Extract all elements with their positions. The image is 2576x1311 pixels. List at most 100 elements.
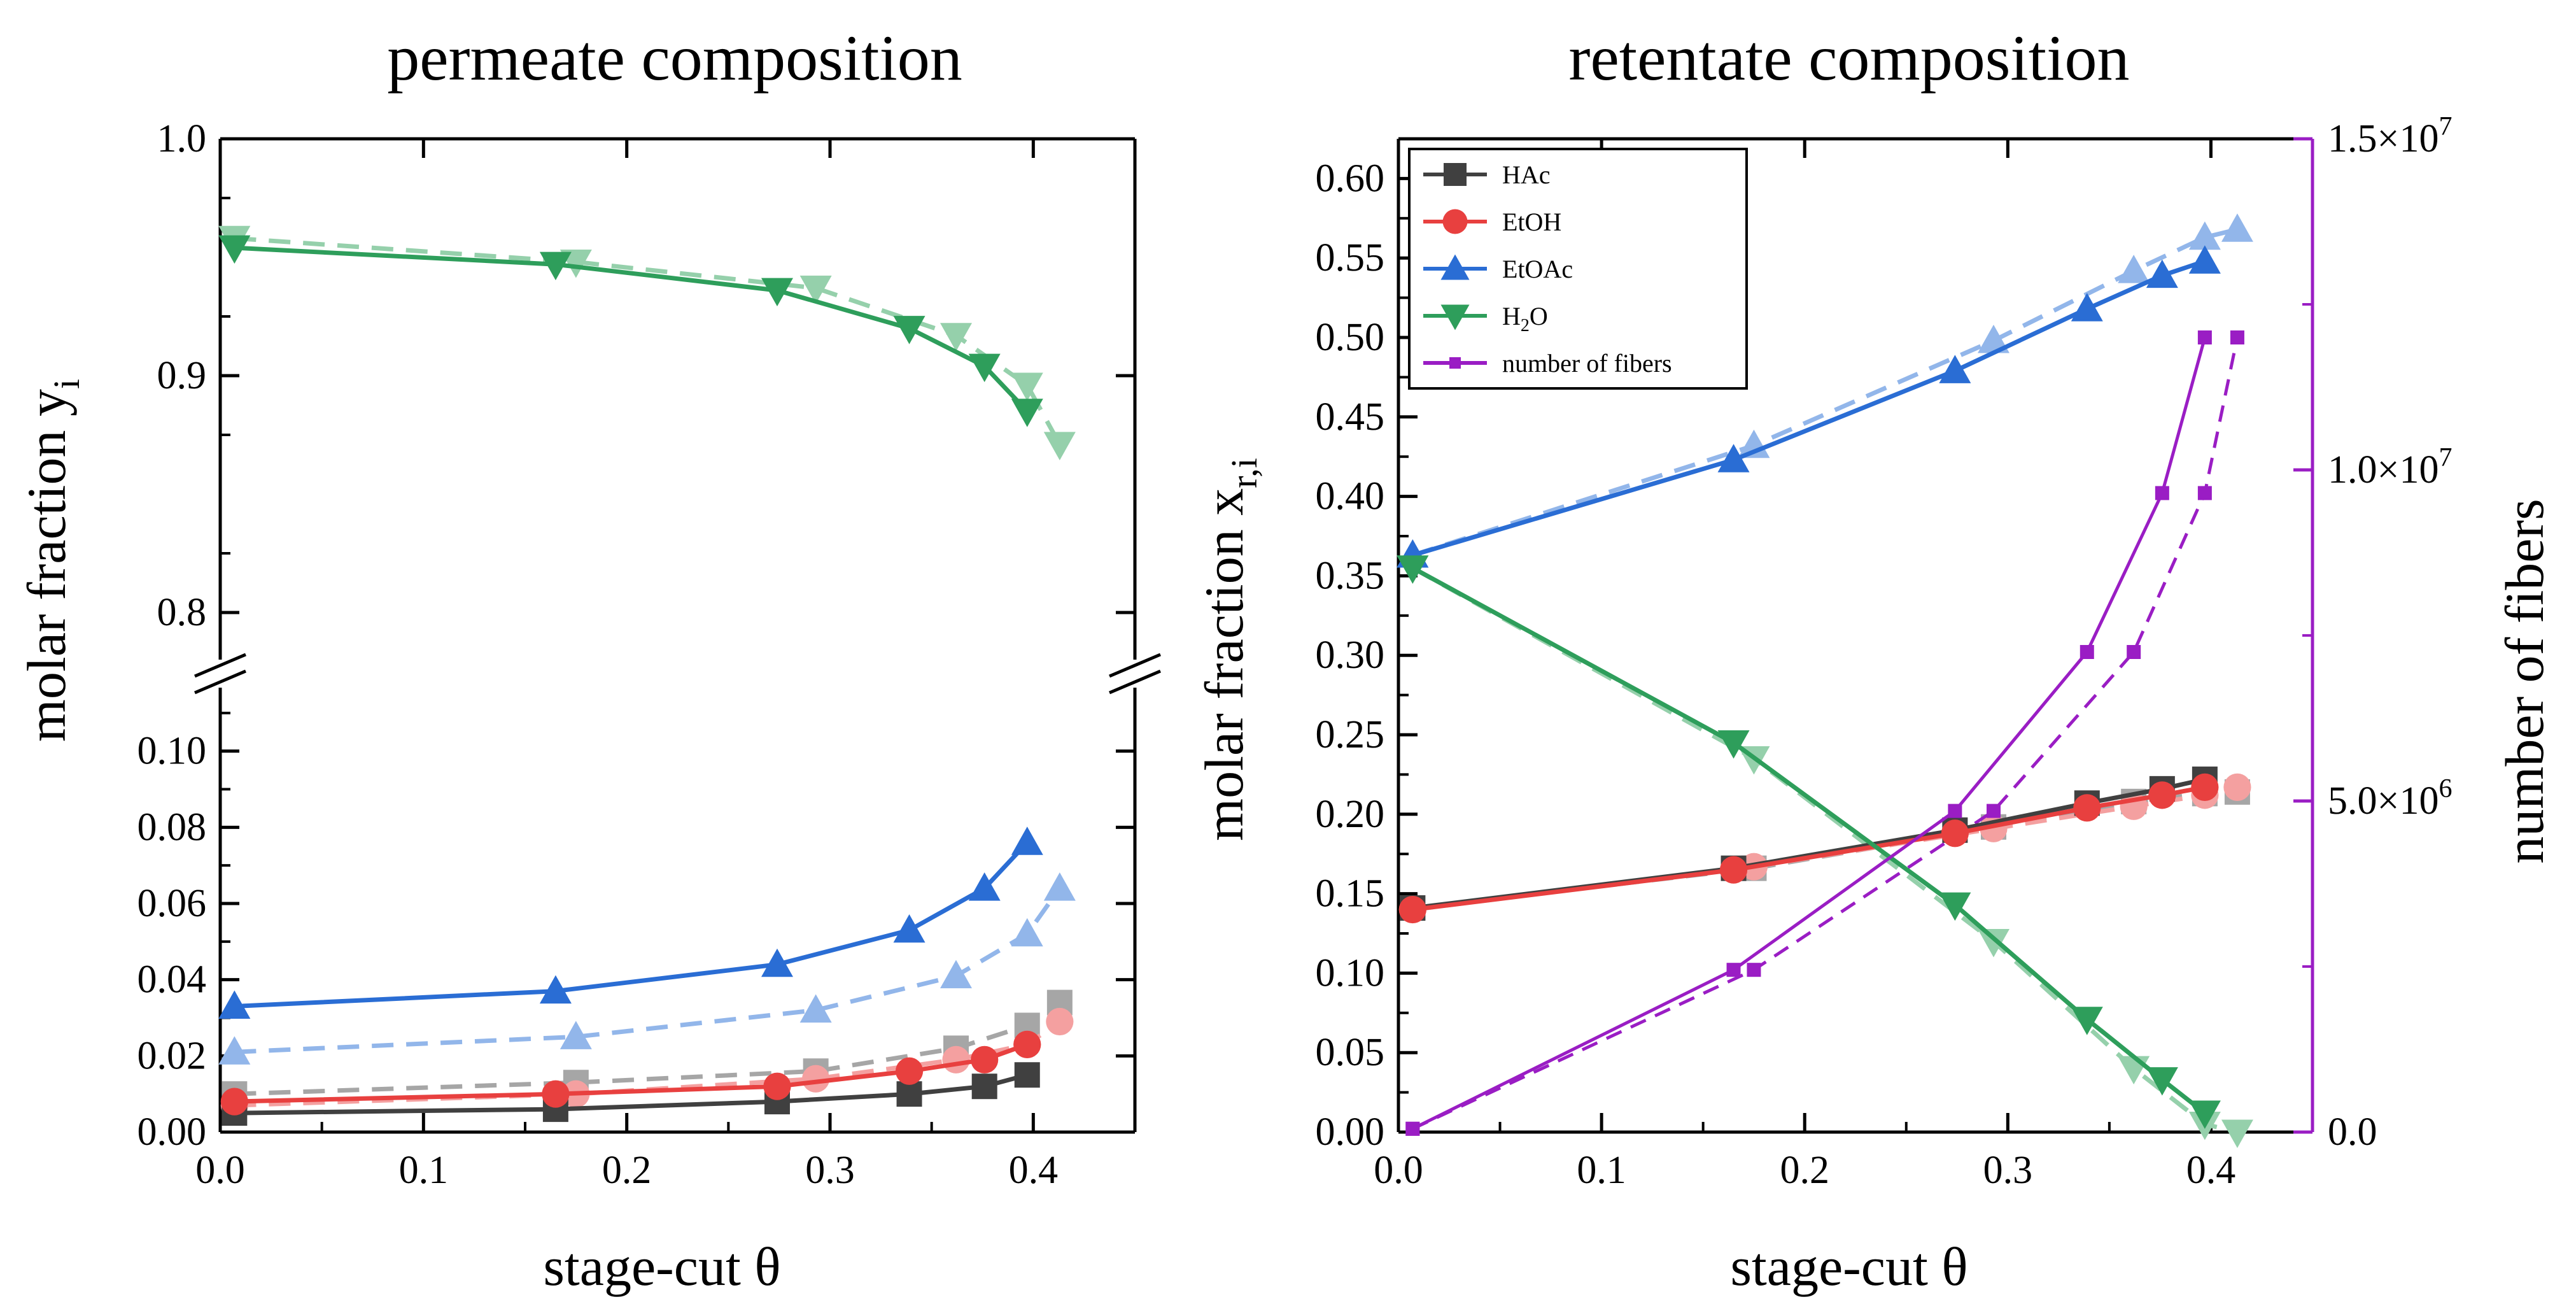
permeate-y-label-sub: i [46, 379, 87, 389]
legend-entry-etoac: EtOAc [1423, 254, 1573, 283]
permeate-series [218, 225, 1076, 1126]
h2o-point [2146, 1067, 2178, 1096]
retentate-series-etoh-solid [1398, 773, 2219, 924]
legend-label: HAc [1502, 160, 1551, 189]
number-of-fibers-point [2230, 330, 2244, 344]
retentate-y2-tick-label: 1.5×107 [2328, 112, 2452, 160]
retentate-series-number-of-fibers-dashed [1405, 330, 2244, 1136]
axis-break-left [192, 653, 249, 695]
retentate-panel: retentate composition 0.00 0.05 0.10 0.15 0.… [1193, 22, 2555, 1297]
retentate-x-tick-label: 0.3 [1983, 1149, 2033, 1192]
h2o-point [940, 323, 972, 351]
retentate-x-tick-label: 0.0 [1374, 1149, 1423, 1192]
legend-label: H2O [1502, 302, 1548, 336]
permeate-series-h2o-dashed [218, 225, 1076, 460]
permeate-lower-y-tick-label: 0.00 [137, 1110, 207, 1154]
svg-text:molar fraction yi: molar fraction yi [16, 379, 87, 742]
retentate-y-tick-label: 0.40 [1316, 475, 1385, 518]
series-line [1411, 565, 2207, 1115]
permeate-panel: permeate composition 0.80.91.0 0.000.020… [16, 22, 1164, 1297]
retentate-y-tick-label: 0.00 [1316, 1110, 1385, 1154]
legend-marker [1442, 209, 1468, 234]
etoac-point [2146, 259, 2178, 288]
retentate-y-tick-label: 0.05 [1316, 1031, 1385, 1074]
hac-point [896, 1081, 922, 1107]
legend: HAc EtOH EtOAc H2O number of fibers [1408, 148, 1748, 390]
etoh-point [2191, 773, 2219, 801]
retentate-x-tick-label: 0.1 [1577, 1149, 1626, 1192]
etoh-point [942, 1045, 970, 1074]
retentate-y-tick-label: 0.45 [1316, 395, 1385, 439]
permeate-upper-y-tick-label: 0.8 [157, 591, 207, 634]
retentate-title: retentate composition [1569, 22, 2130, 94]
h2o-point [218, 235, 251, 264]
legend-entry-h2o: H2O [1423, 302, 1548, 336]
number-of-fibers-point [1726, 963, 1741, 977]
h2o-point [1011, 372, 1043, 401]
retentate-y-tick-label: 0.25 [1316, 713, 1385, 756]
permeate-lower-y-tick-label: 0.04 [137, 958, 207, 1002]
legend-label: EtOAc [1502, 255, 1573, 283]
h2o-point [1397, 555, 1429, 584]
legend-marker [1444, 163, 1467, 186]
retentate-x-tick-label: 0.4 [2186, 1149, 2236, 1192]
retentate-y2-tick-label: 0.0 [2328, 1110, 2377, 1154]
etoac-point [218, 1036, 251, 1065]
etoac-point [539, 975, 572, 1004]
h2o-point [1717, 730, 1750, 759]
series-line [1412, 337, 2207, 1131]
retentate-y-tick-label: 0.15 [1316, 872, 1385, 916]
h2o-point [2188, 1100, 2221, 1130]
retentate-y-tick-label: 0.20 [1316, 793, 1385, 836]
etoh-point [1941, 819, 1969, 847]
h2o-point [1939, 892, 1971, 921]
number-of-fibers-point [2197, 486, 2212, 500]
hac-point [1014, 1062, 1040, 1088]
h2o-point [761, 278, 793, 307]
permeate-lower-y-tick-label: 0.02 [137, 1034, 207, 1077]
h2o-point [539, 252, 572, 281]
etoh-point [2223, 773, 2251, 801]
legend-entry-etoh: EtOH [1423, 208, 1561, 236]
legend-marker [1449, 357, 1461, 369]
retentate-y-label: molar fraction xr,i [1193, 458, 1265, 841]
etoac-point [940, 960, 972, 989]
etoac-point [968, 872, 1001, 901]
legend-entry-number-of-fibers: number of fibers [1423, 349, 1672, 378]
legend-label: EtOH [1502, 208, 1561, 236]
h2o-point [2221, 1119, 2253, 1148]
etoh-point [2148, 781, 2176, 809]
retentate-y-tick-label: 0.55 [1316, 236, 1385, 280]
hac-point [971, 1074, 997, 1100]
permeate-upper-axis: 0.8 0.9 1.0 [157, 117, 1137, 672]
permeate-x-tick-label: 0.4 [1009, 1149, 1059, 1192]
retentate-y-tick-label: 0.60 [1316, 157, 1385, 200]
permeate-series-etoh-solid [220, 1030, 1041, 1116]
etoh-point [1398, 895, 1426, 924]
permeate-y-label-main: molar fraction y [16, 389, 77, 742]
etoac-point [799, 994, 832, 1023]
series-line [234, 236, 1062, 446]
number-of-fibers-point [2155, 486, 2169, 500]
permeate-x-tick-label: 0.0 [195, 1149, 245, 1192]
permeate-x-label: stage-cut θ [543, 1236, 780, 1297]
series-line [234, 245, 1029, 413]
retentate-y-tick-label: 0.50 [1316, 316, 1385, 359]
retentate-y-label-sub: r,i [1223, 458, 1265, 488]
etoac-point [893, 914, 926, 943]
legend-entry-hac: HAc [1423, 160, 1551, 189]
number-of-fibers-point [1986, 804, 2001, 818]
permeate-upper-y-tick-label: 0.9 [157, 354, 207, 397]
permeate-x-tick-label: 0.2 [602, 1149, 652, 1192]
retentate-x-tick-label: 0.2 [1780, 1149, 1829, 1192]
permeate-y-label: molar fraction yi [16, 379, 87, 742]
retentate-y-label-main: molar fraction x [1193, 488, 1255, 841]
number-of-fibers-point [1948, 804, 1962, 818]
series-line [1411, 565, 2238, 1135]
legend-label: number of fibers [1502, 349, 1672, 378]
etoac-point [1011, 918, 1043, 947]
series-line [234, 840, 1029, 1009]
permeate-series-h2o-solid [218, 235, 1043, 427]
h2o-point [893, 316, 926, 344]
